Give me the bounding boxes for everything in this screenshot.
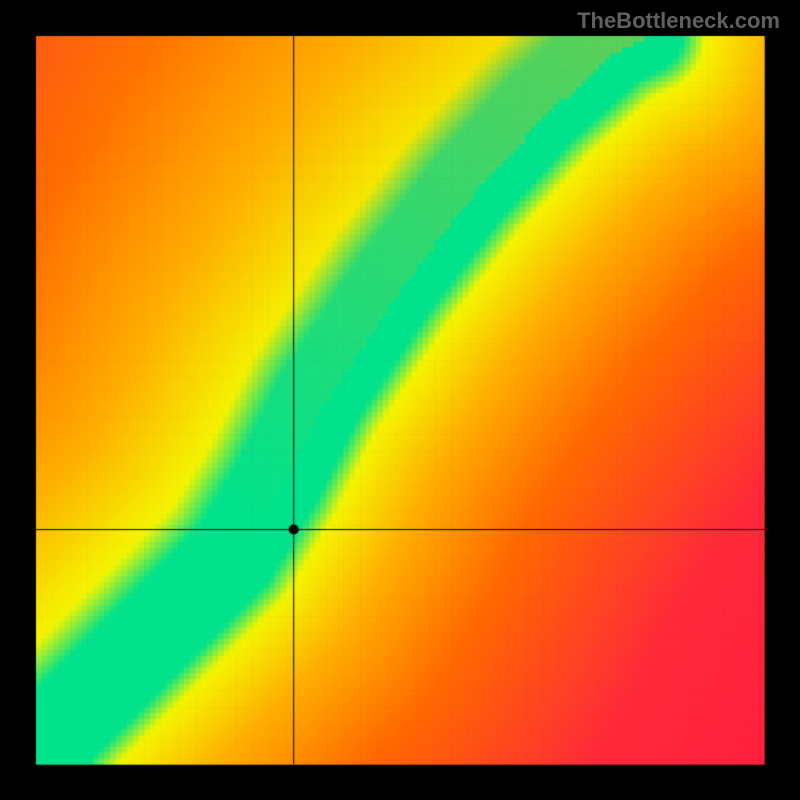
chart-container: TheBottleneck.com [0, 0, 800, 800]
watermark-text: TheBottleneck.com [577, 8, 780, 34]
bottleneck-heatmap-canvas [0, 0, 800, 800]
